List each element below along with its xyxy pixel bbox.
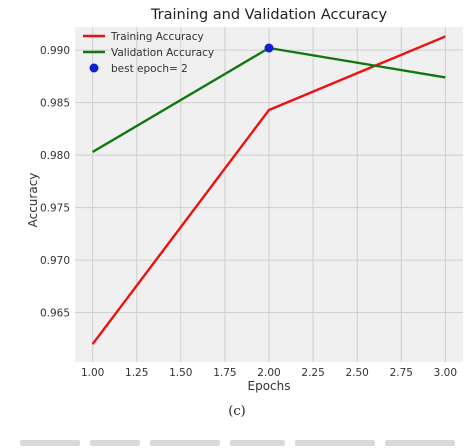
x-tick-label: 2.75 — [390, 367, 413, 379]
x-tick-label: 1.25 — [125, 367, 148, 379]
y-tick-label: 0.985 — [40, 98, 70, 110]
figure-caption: (c) — [228, 404, 246, 419]
series-line-training-accuracy — [91, 35, 446, 345]
legend: Training Accuracy Validation Accuracy best… — [83, 31, 214, 75]
x-tick-label: 2.00 — [257, 367, 280, 379]
y-tick-labels: 0.965 0.970 0.975 0.980 0.985 0.990 — [40, 45, 70, 320]
y-tick-label: 0.990 — [40, 45, 70, 57]
x-tick-label: 2.50 — [345, 367, 368, 379]
y-tick-label: 0.965 — [40, 308, 70, 320]
x-axis-label: Epochs — [248, 379, 291, 393]
y-tick-label: 0.980 — [40, 150, 70, 162]
x-tick-label: 1.00 — [81, 367, 104, 379]
legend-entry: Validation Accuracy — [111, 47, 214, 59]
legend-marker-swatch — [89, 63, 99, 73]
accuracy-chart: 1.00 1.25 1.50 1.75 2.00 2.25 2.50 2.75 3.00 0.9… — [26, 7, 463, 393]
x-tick-label: 3.00 — [434, 367, 457, 379]
best-epoch-marker — [264, 43, 274, 53]
x-tick-label: 1.50 — [169, 367, 192, 379]
y-tick-label: 0.975 — [40, 203, 70, 215]
legend-entry: best epoch= 2 — [111, 63, 188, 75]
chart-title: Training and Validation Accuracy — [150, 7, 388, 23]
y-tick-label: 0.970 — [40, 255, 70, 267]
marker-layer — [264, 43, 274, 53]
x-tick-label: 1.75 — [213, 367, 236, 379]
legend-entry: Training Accuracy — [110, 31, 204, 43]
y-axis-label: Accuracy — [26, 173, 40, 228]
grid-lines — [75, 27, 463, 362]
cropped-text-strip — [0, 436, 474, 448]
x-tick-labels: 1.00 1.25 1.50 1.75 2.00 2.25 2.50 2.75 3.00 — [81, 367, 457, 379]
x-tick-label: 2.25 — [301, 367, 324, 379]
